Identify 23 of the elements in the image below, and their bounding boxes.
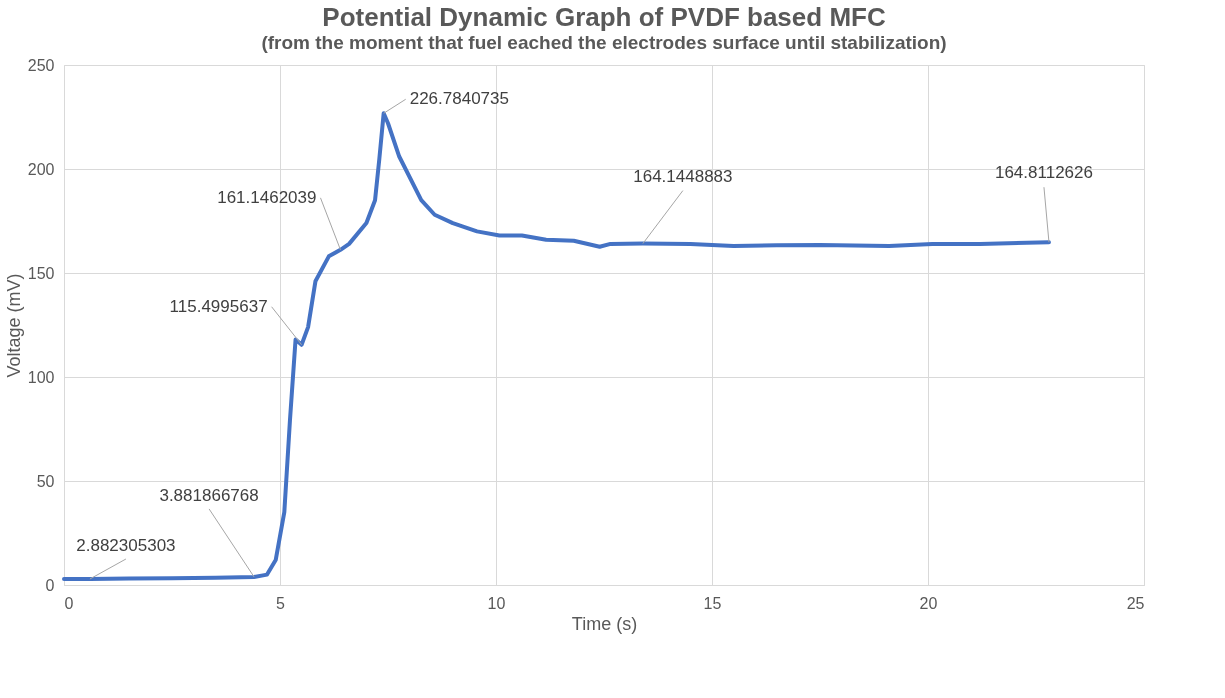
y-tick-label: 250 bbox=[27, 56, 55, 74]
chart-subtitle: (from the moment that fuel eached the electrodes surface until stabilization) bbox=[261, 32, 947, 53]
x-tick-label: 15 bbox=[703, 594, 722, 612]
annotation: 161.1462039 bbox=[217, 187, 317, 207]
x-axis-title: Time (s) bbox=[571, 613, 638, 634]
x-tick-label: 0 bbox=[64, 594, 74, 612]
annotation: 164.1448883 bbox=[633, 166, 733, 186]
y-tick-label: 0 bbox=[45, 576, 55, 594]
y-tick-label: 150 bbox=[27, 264, 55, 282]
x-tick-label: 10 bbox=[487, 594, 506, 612]
chart-title: Potential Dynamic Graph of PVDF based MFC bbox=[322, 2, 886, 32]
annotation: 226.7840735 bbox=[409, 89, 509, 109]
y-tick-label: 200 bbox=[27, 160, 55, 178]
x-tick-label: 20 bbox=[919, 594, 938, 612]
annotation: 164.8112626 bbox=[994, 163, 1093, 183]
x-tick-label: 5 bbox=[276, 594, 286, 612]
y-axis-title: Voltage (mV) bbox=[3, 273, 24, 378]
annotation: 115.4995637 bbox=[169, 296, 268, 316]
annotation: 3.881866768 bbox=[159, 485, 259, 505]
y-tick-label: 100 bbox=[27, 368, 55, 386]
y-tick-label: 50 bbox=[36, 472, 55, 490]
x-tick-label: 25 bbox=[1126, 594, 1145, 612]
annotation: 2.882305303 bbox=[76, 536, 176, 555]
